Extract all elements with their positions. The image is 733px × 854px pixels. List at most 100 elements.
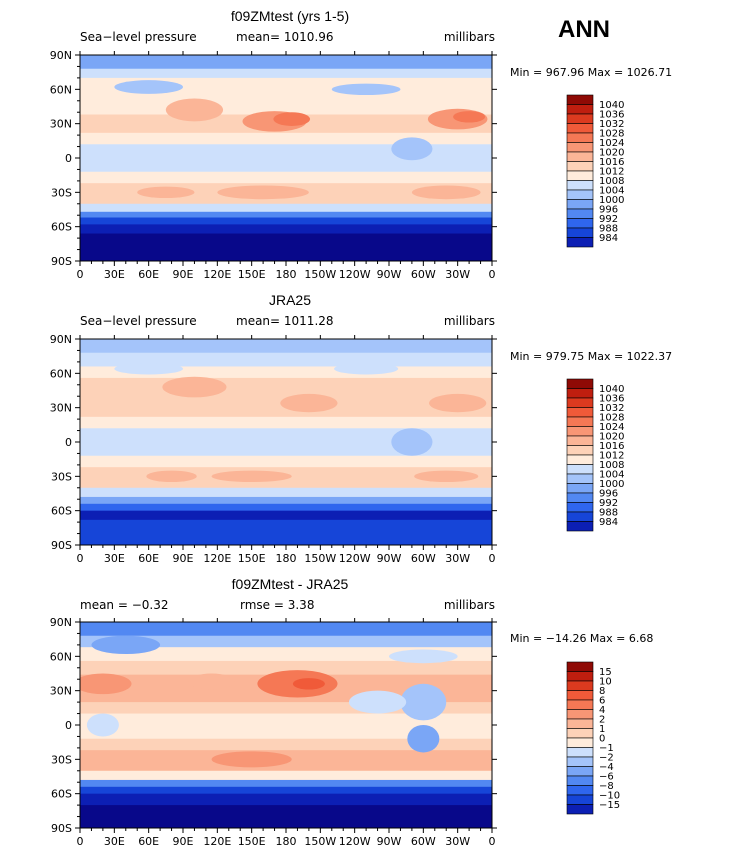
colorbar-box <box>566 113 594 124</box>
colorbar-label: 988 <box>599 508 618 519</box>
contour-band <box>80 487 492 498</box>
lat-tick-label: 90N <box>50 333 72 346</box>
contour-cell <box>80 673 132 695</box>
contour-band <box>80 805 492 828</box>
colorbar-label: 1024 <box>599 422 624 433</box>
lon-tick-label: 90W <box>377 835 402 848</box>
colorbar-box <box>566 199 594 210</box>
colorbar-label: 4 <box>599 705 605 716</box>
season-label: ANN <box>558 16 610 43</box>
panel-3-minmax: Min = −14.26 Max = 6.68 <box>510 632 654 645</box>
contour-cell <box>334 363 399 375</box>
colorbar-label: −4 <box>599 762 614 773</box>
colorbar-box <box>566 397 594 408</box>
colorbar-box <box>566 473 594 484</box>
lon-tick-label: 30W <box>445 268 470 281</box>
contour-band <box>80 702 492 715</box>
contour-band <box>80 352 492 367</box>
contour-band <box>80 770 492 781</box>
contour-cell <box>91 635 161 655</box>
colorbar-box <box>566 208 594 219</box>
colorbar-box <box>566 728 594 739</box>
contour-band <box>80 793 492 806</box>
colorbar-box <box>566 804 594 815</box>
lat-tick-label: 0 <box>65 719 72 732</box>
lat-tick-label: 30N <box>50 118 72 131</box>
contour-cell <box>188 673 235 690</box>
lon-tick-label: 0 <box>489 268 496 281</box>
contour-band <box>80 738 492 751</box>
panel-3-mean-label: mean = −0.32 <box>80 598 169 612</box>
lon-tick-label: 180 <box>276 268 297 281</box>
colorbar-box <box>566 426 594 437</box>
lat-tick-label: 90N <box>50 616 72 629</box>
colorbar-box <box>566 161 594 172</box>
lon-tick-label: 30W <box>445 552 470 565</box>
contour-cell <box>211 751 292 768</box>
lat-tick-label: 90S <box>51 255 72 268</box>
panel-2-units-label: millibars <box>443 314 495 328</box>
colorbar-label: 1004 <box>599 470 624 481</box>
colorbar-box <box>566 237 594 248</box>
colorbar-box <box>566 416 594 427</box>
colorbar-box <box>566 170 594 181</box>
colorbar-label: 1000 <box>599 195 624 206</box>
contour-band <box>80 660 492 676</box>
contour-cell <box>391 428 433 456</box>
contour-cell <box>114 80 183 94</box>
contour-cell <box>292 678 325 690</box>
lon-tick-label: 60W <box>411 268 436 281</box>
lon-tick-label: 30E <box>104 835 125 848</box>
colorbar-label: 1008 <box>599 460 624 471</box>
colorbar-box <box>566 180 594 191</box>
lat-tick-label: 60S <box>51 221 72 234</box>
lon-tick-label: 90E <box>173 268 194 281</box>
colorbar-box <box>566 407 594 418</box>
panel-3-rmse-label: rmse = 3.38 <box>240 598 315 612</box>
lat-tick-label: 60N <box>50 367 72 380</box>
contour-band <box>80 519 492 545</box>
panel-2-minmax: Min = 979.75 Max = 1022.37 <box>510 350 673 363</box>
lon-tick-label: 30W <box>445 835 470 848</box>
contour-cell <box>280 393 338 413</box>
colorbar-box <box>566 104 594 115</box>
colorbar-box <box>566 483 594 494</box>
colorbar-box <box>566 94 594 105</box>
contour-band <box>80 503 492 512</box>
lon-tick-label: 150E <box>238 268 266 281</box>
lon-tick-label: 60E <box>138 552 159 565</box>
lon-tick-label: 0 <box>77 552 84 565</box>
colorbar-label: −15 <box>599 800 620 811</box>
colorbar-label: 988 <box>599 224 618 235</box>
contour-cell <box>165 98 224 122</box>
contour-band <box>80 224 492 235</box>
colorbar-label: 1040 <box>599 384 624 395</box>
colorbar-label: 1016 <box>599 157 624 168</box>
colorbar-label: −10 <box>599 791 620 802</box>
contour-band <box>80 217 492 225</box>
lat-tick-label: 30N <box>50 685 72 698</box>
contour-cell <box>348 690 407 714</box>
contour-cell <box>429 393 487 413</box>
colorbar-label: 984 <box>599 517 618 528</box>
panel-1-mean-label: mean= 1010.96 <box>236 30 334 44</box>
contour-band <box>80 496 492 505</box>
colorbar-box <box>566 492 594 503</box>
lon-tick-label: 30E <box>104 552 125 565</box>
colorbar-label: −6 <box>599 772 614 783</box>
colorbar-box <box>566 680 594 691</box>
lon-tick-label: 90E <box>173 835 194 848</box>
lat-tick-label: 60S <box>51 788 72 801</box>
contour-band <box>80 366 492 379</box>
colorbar-label: 992 <box>599 214 618 225</box>
contour-band <box>80 55 492 70</box>
lat-tick-label: 90S <box>51 539 72 552</box>
colorbar-label: 6 <box>599 696 605 707</box>
colorbar-box <box>566 454 594 465</box>
contour-cell <box>400 683 447 721</box>
contour-band <box>80 510 492 521</box>
lon-tick-label: 60W <box>411 552 436 565</box>
colorbar-box <box>566 775 594 786</box>
colorbar-label: −8 <box>599 781 614 792</box>
